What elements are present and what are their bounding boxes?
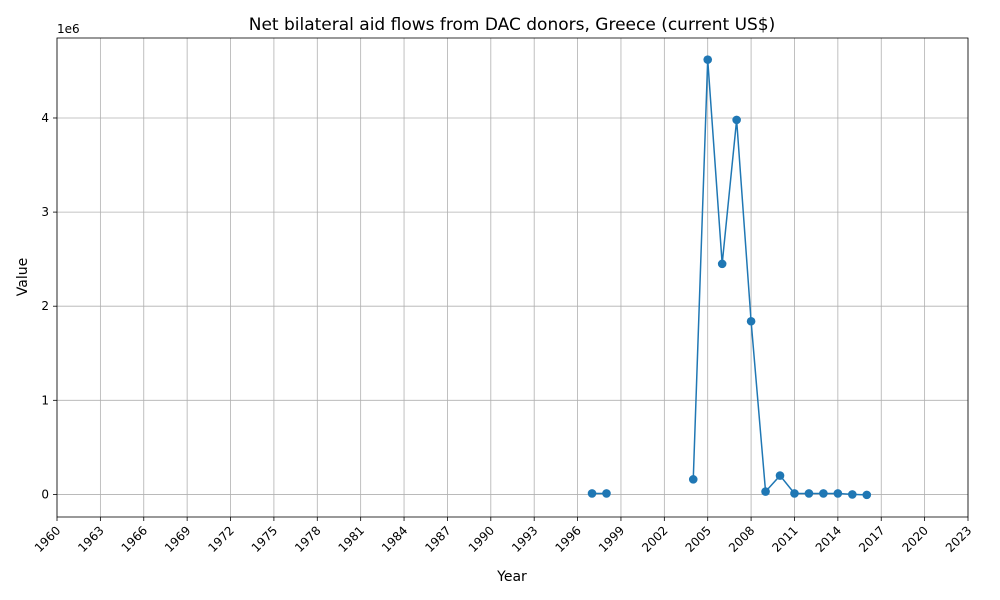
x-tick-label: 1969 [162,523,193,554]
y-tick-label: 2 [41,299,49,313]
chart-title: Net bilateral aid flows from DAC donors,… [249,15,776,35]
data-point [587,489,597,498]
x-tick-label: 2002 [639,523,670,554]
x-tick-label: 1966 [119,523,150,554]
x-tick-label: 2014 [813,523,844,554]
x-tick-label: 1984 [379,523,410,554]
x-tick-label: 2017 [856,523,887,554]
x-tick-label: 1972 [205,523,236,554]
y-tick-label: 4 [41,111,49,125]
data-point [602,489,611,498]
y-axis-ticks: 0 1 2 3 4 [41,111,57,501]
x-axis-label: Year [496,569,527,585]
data-point [703,55,713,64]
y-axis-label: Value [15,258,31,296]
data-point [717,259,727,269]
data-point [688,475,698,484]
y-tick-label: 3 [41,205,49,219]
y-tick-label: 1 [41,393,49,407]
x-tick-label: 1999 [596,523,627,554]
x-tick-label: 1963 [75,523,106,554]
x-tick-label: 1996 [552,523,583,554]
data-point [761,487,770,496]
grid-layer [56,38,969,517]
x-tick-label: 1981 [336,523,367,554]
data-point [819,489,828,498]
x-tick-label: 1993 [509,523,540,554]
x-tick-label: 2008 [726,523,757,554]
data-point [790,489,799,498]
x-tick-label: 2020 [899,523,930,554]
y-scale-label: 1e6 [57,22,80,36]
x-axis-ticks: 1960 1963 1966 1969 1972 1975 1978 1981 1984 1987… [32,517,974,555]
data-point [804,489,814,498]
x-tick-label: 1990 [466,523,497,554]
x-tick-label: 1975 [249,523,280,554]
data-point [833,489,843,498]
series-layer [587,55,872,500]
data-point [862,490,872,500]
series-line [692,59,867,496]
plot-frame [56,37,969,518]
y-tick-label: 0 [41,487,49,501]
x-tick-label: 1978 [292,523,323,554]
data-point [746,316,756,326]
data-point [732,115,741,125]
x-tick-label: 2023 [943,523,974,554]
data-point [848,490,857,499]
x-tick-label: 2011 [769,523,800,554]
data-point [775,471,785,480]
x-tick-label: 1960 [32,523,63,554]
x-tick-label: 2005 [683,523,714,554]
x-tick-label: 1987 [422,523,453,554]
